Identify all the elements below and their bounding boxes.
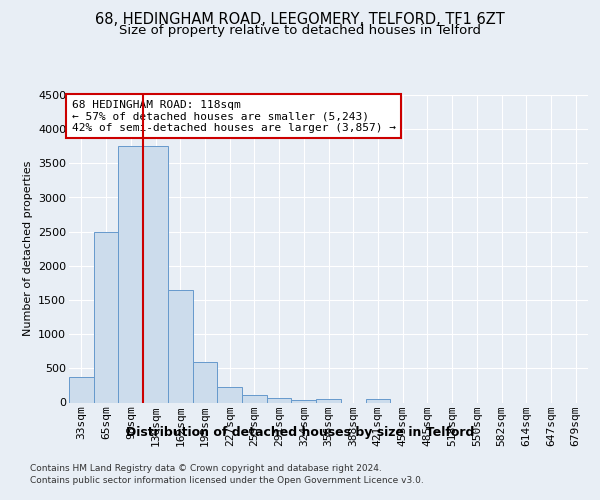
Bar [267, 398, 292, 402]
Bar [292, 400, 316, 402]
Bar [143, 146, 168, 403]
Text: Contains HM Land Registry data © Crown copyright and database right 2024.: Contains HM Land Registry data © Crown c… [30, 464, 382, 473]
Bar [193, 362, 217, 403]
Bar [168, 290, 193, 403]
Bar [365, 399, 390, 402]
Text: Size of property relative to detached houses in Telford: Size of property relative to detached ho… [119, 24, 481, 37]
Y-axis label: Number of detached properties: Number of detached properties [23, 161, 32, 336]
Bar [69, 377, 94, 402]
Bar [242, 396, 267, 402]
Bar [217, 387, 242, 402]
Text: 68 HEDINGHAM ROAD: 118sqm
← 57% of detached houses are smaller (5,243)
42% of se: 68 HEDINGHAM ROAD: 118sqm ← 57% of detac… [71, 100, 395, 133]
Bar [118, 146, 143, 403]
Bar [316, 399, 341, 402]
Text: Contains public sector information licensed under the Open Government Licence v3: Contains public sector information licen… [30, 476, 424, 485]
Text: 68, HEDINGHAM ROAD, LEEGOMERY, TELFORD, TF1 6ZT: 68, HEDINGHAM ROAD, LEEGOMERY, TELFORD, … [95, 12, 505, 28]
Text: Distribution of detached houses by size in Telford: Distribution of detached houses by size … [126, 426, 474, 439]
Bar [94, 232, 118, 402]
